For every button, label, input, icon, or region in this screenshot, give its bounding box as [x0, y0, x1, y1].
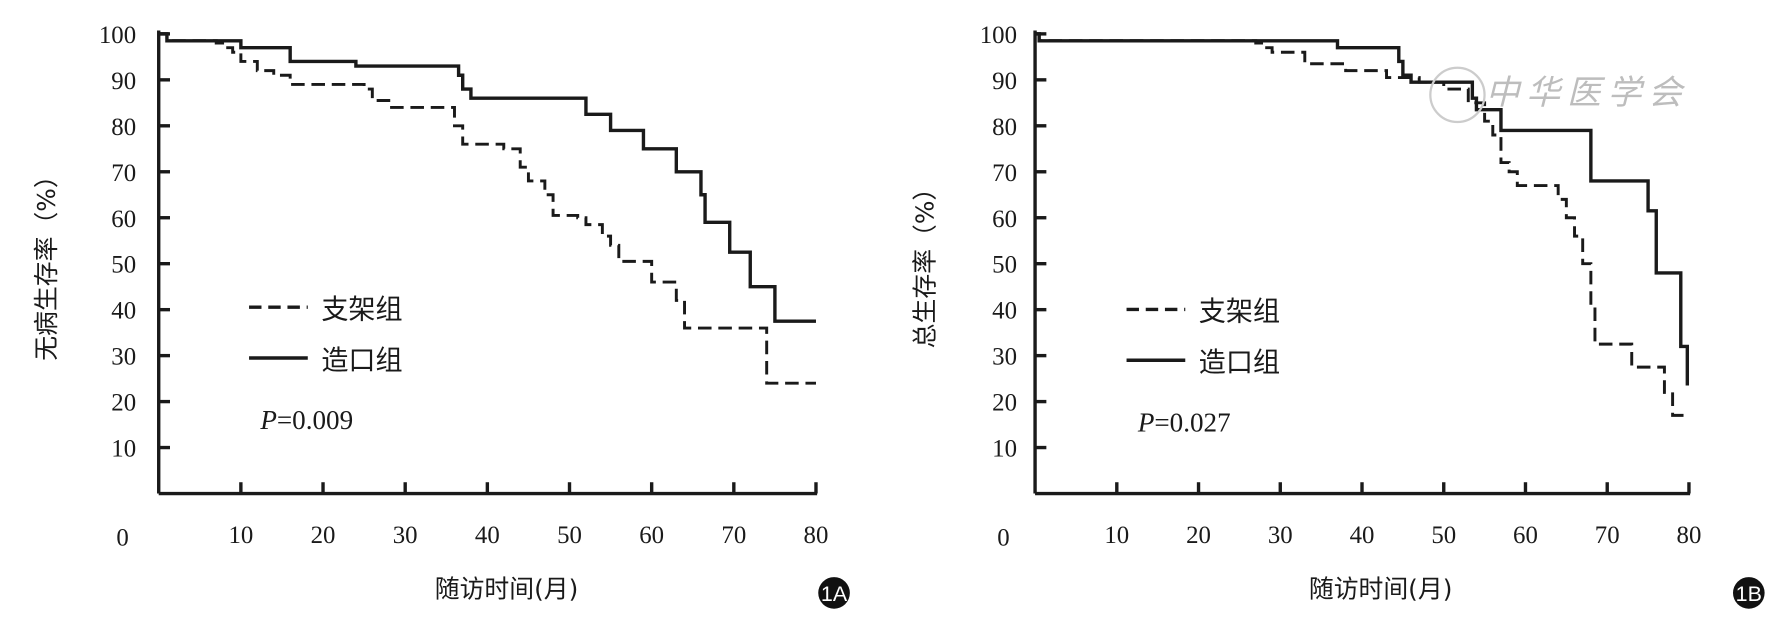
x-axis-label: 随访时间(月) — [1309, 574, 1453, 603]
x-tick-label: 40 — [475, 522, 500, 549]
x-tick-label: 60 — [1513, 522, 1538, 549]
y-tick-label: 100 — [980, 22, 1017, 49]
y-tick-label: 40 — [111, 298, 136, 325]
y-tick-label: 30 — [992, 344, 1017, 371]
series-line-stent — [1035, 32, 1689, 417]
panel-badge-label: 1A — [821, 582, 848, 606]
legend-label: 造口组 — [1199, 348, 1280, 379]
p-value-number: =0.027 — [1154, 407, 1230, 437]
y-tick-label: 90 — [111, 68, 136, 95]
y-axis-label: 无病生存率（%） — [32, 163, 61, 360]
y-tick-label: 60 — [111, 206, 136, 233]
panel-1b: 10 20 30 40 50 60 70 80 90 100 10 20 30 40 50 60 70 80 0 总生… — [910, 22, 1765, 609]
p-value: P=0.009 — [259, 405, 353, 435]
panel-badge-label: 1B — [1736, 582, 1762, 606]
panel-badge — [1732, 577, 1765, 609]
series-line-stoma — [158, 32, 816, 323]
y-tick-label: 10 — [111, 436, 136, 463]
legend-label: 支架组 — [1199, 297, 1280, 328]
x-tick-label: 80 — [804, 522, 829, 549]
x-tick-label: 10 — [1104, 522, 1129, 549]
series-line-stoma — [1035, 32, 1690, 386]
x-tick-label: 40 — [1350, 522, 1375, 549]
x-tick-label: 70 — [721, 522, 746, 549]
x-axis-label: 随访时间(月) — [435, 574, 579, 603]
series-line-stent — [158, 32, 816, 385]
y-tick-label: 20 — [992, 390, 1017, 417]
p-value: P=0.027 — [1137, 407, 1231, 437]
watermark: 中华医学会 — [1486, 73, 1689, 112]
y-tick-label: 80 — [111, 114, 136, 141]
x-tick-label: 30 — [1268, 522, 1293, 549]
y-tick-label: 50 — [992, 252, 1017, 279]
panel-badge — [818, 577, 850, 609]
y-tick-label: 70 — [992, 160, 1017, 187]
legend-label: 造口组 — [321, 345, 402, 376]
y-tick-label: 70 — [111, 160, 136, 187]
x-tick-label: 60 — [639, 522, 664, 549]
x-tick-label: 50 — [1431, 522, 1456, 549]
x-tick-label: 20 — [311, 522, 336, 549]
x-tick-label: 10 — [228, 522, 253, 549]
origin-label: 0 — [116, 524, 128, 551]
y-tick-label: 100 — [99, 22, 136, 49]
y-tick-label: 80 — [992, 114, 1017, 141]
x-tick-label: 20 — [1186, 522, 1211, 549]
y-tick-label: 90 — [992, 68, 1017, 95]
y-tick-label: 50 — [111, 252, 136, 279]
x-tick-label: 50 — [557, 522, 582, 549]
legend-label: 支架组 — [321, 294, 402, 325]
y-axis-label: 总生存率（%） — [910, 176, 939, 349]
x-tick-label: 80 — [1677, 522, 1702, 549]
origin-label: 0 — [997, 524, 1009, 551]
y-tick-label: 20 — [111, 390, 136, 417]
y-tick-label: 30 — [111, 344, 136, 371]
y-tick-label: 10 — [992, 436, 1017, 463]
panel-1a: 10 20 30 40 50 60 70 80 90 100 10 20 30 40 50 60 70 80 0 无病… — [32, 22, 850, 609]
y-tick-label: 40 — [992, 298, 1017, 325]
x-tick-label: 30 — [393, 522, 418, 549]
y-tick-label: 60 — [992, 206, 1017, 233]
p-value-number: =0.009 — [277, 405, 353, 435]
watermark-seal-icon — [1429, 66, 1486, 124]
p-symbol: P — [1137, 407, 1155, 437]
p-symbol: P — [259, 405, 277, 435]
x-tick-label: 70 — [1595, 522, 1620, 549]
